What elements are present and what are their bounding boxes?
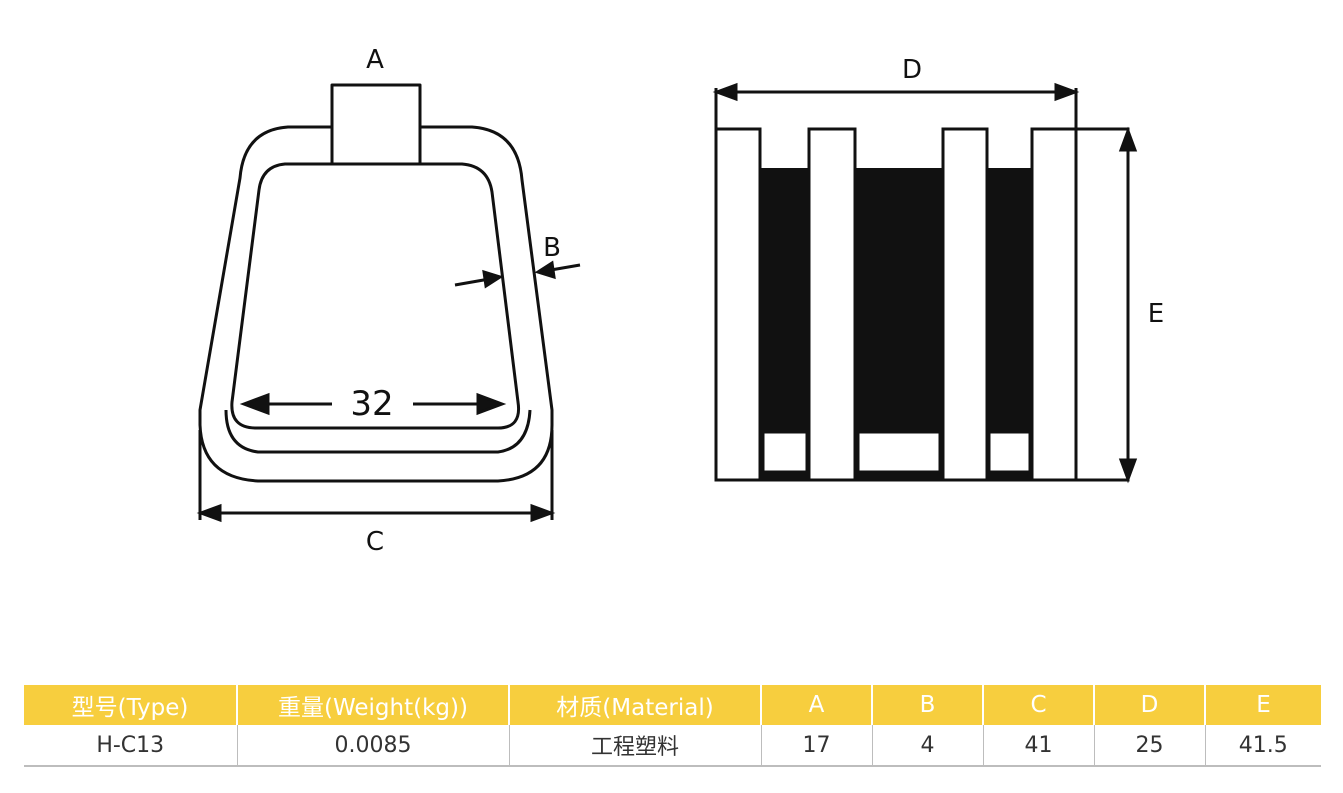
dimension-e-line xyxy=(1118,126,1138,484)
profile-inner-outline xyxy=(230,162,521,430)
fin-1 xyxy=(714,127,762,482)
cross-section-view xyxy=(198,83,554,483)
cell-b: 4 xyxy=(872,725,984,767)
dimension-c-label: C xyxy=(366,527,384,557)
cell-d: 25 xyxy=(1094,725,1206,767)
cell-weight: 0.0085 xyxy=(237,725,510,767)
header-material: 材质(Material) xyxy=(509,685,762,725)
inner-width-label: 32 xyxy=(350,384,393,424)
header-type: 型号(Type) xyxy=(24,685,238,725)
header-e: E xyxy=(1205,685,1321,725)
profile-tab-inner-sides xyxy=(330,127,422,164)
dark-band xyxy=(760,168,1038,480)
gap-window-3 xyxy=(987,430,1032,474)
fin-2 xyxy=(807,127,857,482)
dimension-a-label: A xyxy=(366,45,384,75)
header-a: A xyxy=(761,685,873,725)
gap-window-1 xyxy=(761,430,809,474)
table-row: H-C13 0.0085 工程塑料 17 4 41 25 41.5 xyxy=(24,725,1321,767)
cell-material: 工程塑料 xyxy=(509,725,762,767)
profile-inner-rim xyxy=(224,409,532,454)
end-block xyxy=(1074,127,1130,482)
profile-outer-outline xyxy=(198,83,554,483)
header-weight: 重量(Weight(kg)) xyxy=(237,685,510,725)
dimension-d-label: D xyxy=(902,55,922,85)
dimension-c-line xyxy=(196,430,556,523)
technical-drawing: 32 A B C D xyxy=(196,45,1164,557)
cell-c: 41 xyxy=(983,725,1095,767)
side-view xyxy=(714,127,1130,482)
dimension-b-arrows xyxy=(454,260,581,289)
cell-a: 17 xyxy=(761,725,873,767)
fin-3 xyxy=(941,127,989,482)
spec-table: 型号(Type) 重量(Weight(kg)) 材质(Material) A B… xyxy=(24,685,1321,767)
header-b: B xyxy=(872,685,984,725)
table-header-row: 型号(Type) 重量(Weight(kg)) 材质(Material) A B… xyxy=(24,685,1321,725)
dimension-e-label: E xyxy=(1148,299,1164,329)
cell-e: 41.5 xyxy=(1205,725,1321,767)
fin-4 xyxy=(1030,127,1078,482)
dimension-32 xyxy=(239,392,507,416)
dimension-b-label: B xyxy=(543,233,561,263)
header-c: C xyxy=(983,685,1095,725)
gap-window-2 xyxy=(856,430,942,474)
header-d: D xyxy=(1094,685,1206,725)
cell-type: H-C13 xyxy=(24,725,238,767)
dimension-d-line xyxy=(712,82,1080,135)
